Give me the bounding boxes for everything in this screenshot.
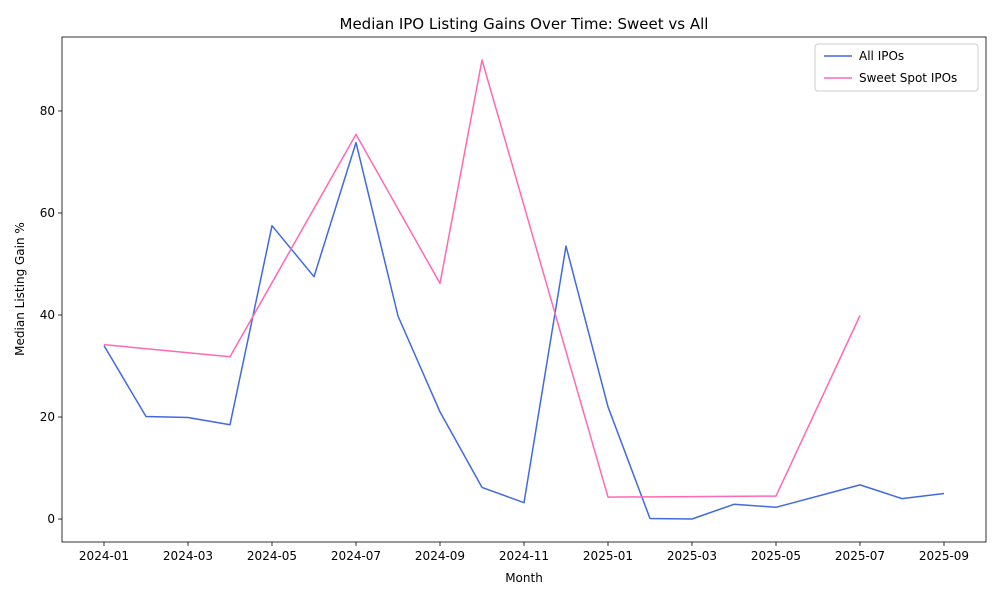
x-tick-label: 2025-09: [919, 549, 969, 563]
plot-lines: [103, 59, 945, 520]
series-line-sweet-spot-ipos: [103, 59, 861, 498]
x-axis-ticks: 2024-01 2024-03 2024-05 2024-07 2024-09 2024-…: [79, 542, 969, 563]
y-axis-title: Median Listing Gain %: [13, 222, 27, 356]
x-tick-label: 2025-03: [667, 549, 717, 563]
legend-label-sweet-spot-ipos: Sweet Spot IPOs: [859, 71, 957, 85]
legend-label-all-ipos: All IPOs: [859, 49, 904, 63]
series-line-all-ipos: [103, 141, 945, 520]
y-tick-label: 60: [40, 206, 55, 220]
y-tick-label: 0: [47, 512, 55, 526]
x-tick-label: 2024-01: [79, 549, 129, 563]
y-tick-label: 80: [40, 104, 55, 118]
y-tick-label: 20: [40, 410, 55, 424]
x-tick-label: 2024-07: [331, 549, 381, 563]
x-tick-label: 2025-07: [835, 549, 885, 563]
x-tick-label: 2025-05: [751, 549, 801, 563]
x-tick-label: 2025-01: [583, 549, 633, 563]
x-tick-label: 2024-05: [247, 549, 297, 563]
chart-title: Median IPO Listing Gains Over Time: Swee…: [340, 15, 709, 33]
x-tick-label: 2024-03: [163, 549, 213, 563]
y-tick-label: 40: [40, 308, 55, 322]
x-tick-label: 2024-09: [415, 549, 465, 563]
x-axis-title: Month: [505, 571, 543, 585]
x-tick-label: 2024-11: [499, 549, 549, 563]
legend-box: [814, 43, 979, 92]
chart-legend: All IPOs Sweet Spot IPOs: [814, 43, 979, 92]
y-axis-ticks: 0 20 40 60 80: [40, 104, 62, 526]
